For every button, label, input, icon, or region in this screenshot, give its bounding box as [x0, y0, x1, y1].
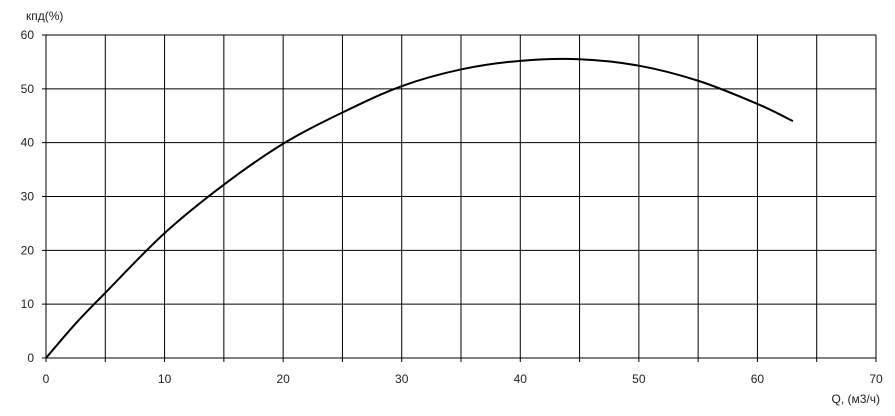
y-tick-label: 0	[27, 351, 34, 365]
x-tick-label: 70	[869, 372, 883, 386]
efficiency-curve	[45, 57, 794, 359]
y-axis-label: кпд(%)	[26, 9, 63, 23]
tick-labels: 0 10 20 30 40 50 60 70 0 10 20 30 40 50 60	[21, 28, 883, 386]
y-tick-label: 40	[21, 136, 35, 150]
x-tick-label: 20	[276, 372, 290, 386]
x-tick-label: 30	[395, 372, 409, 386]
x-tick-label: 40	[514, 372, 528, 386]
y-tick-label: 50	[21, 82, 35, 96]
y-tick-label: 60	[21, 28, 35, 42]
x-tick-label: 50	[632, 372, 646, 386]
y-tick-label: 20	[21, 243, 35, 257]
x-axis-label: Q, (м3/ч)	[831, 392, 880, 406]
x-tick-label: 10	[158, 372, 172, 386]
x-tick-label: 0	[43, 372, 50, 386]
grid	[42, 34, 877, 362]
y-tick-label: 10	[21, 297, 35, 311]
y-tick-label: 30	[21, 190, 35, 204]
x-tick-label: 60	[751, 372, 765, 386]
